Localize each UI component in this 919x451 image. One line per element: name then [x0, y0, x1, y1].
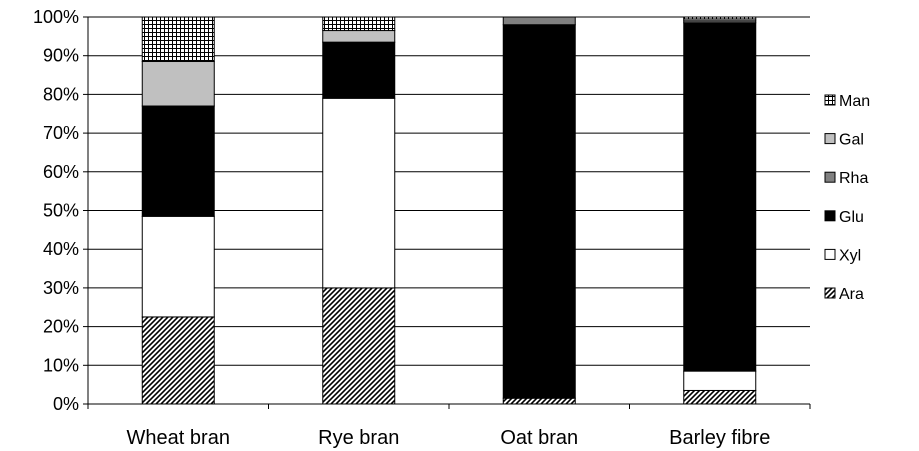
y-tick-label: 100% [33, 7, 79, 27]
y-tick-label: 60% [43, 162, 79, 182]
legend-item-glu: Glu [824, 209, 864, 226]
legend-label: Man [839, 93, 870, 110]
legend-label: Ara [839, 286, 864, 303]
bar-segment-glu [322, 41, 396, 99]
bar-segment-glu [502, 24, 576, 399]
legend-swatch [824, 94, 836, 106]
x-tick-label: Oat bran [500, 427, 578, 449]
y-tick-label: 70% [43, 123, 79, 143]
bar-segment-xyl [141, 215, 215, 318]
legend-item-rha: Rha [824, 170, 868, 187]
legend-item-xyl: Xyl [824, 247, 861, 264]
legend-swatch [824, 248, 836, 260]
y-tick-label: 90% [43, 46, 79, 66]
bars [141, 16, 757, 405]
legend-label: Glu [839, 209, 864, 226]
bar-segment-glu [683, 22, 757, 372]
y-tick-label: 40% [43, 239, 79, 259]
bar-segment-man [322, 16, 396, 32]
bar-segment-xyl [683, 370, 757, 391]
bar-segment-man [683, 16, 757, 20]
x-axis: Wheat bran Rye bran Oat bran Barley fibre [87, 403, 811, 449]
legend-swatch [824, 287, 836, 299]
bar-segment-gal [141, 61, 215, 107]
legend-item-gal: Gal [824, 132, 864, 149]
bar-segment-man [141, 16, 215, 63]
legend-label: Gal [839, 132, 864, 149]
y-tick-label: 30% [43, 278, 79, 298]
legend-item-man: Man [824, 93, 870, 110]
y-tick-label: 80% [43, 84, 79, 104]
bar-segment-ara [322, 287, 396, 405]
bar-segment-gal [322, 30, 396, 43]
y-tick-label: 10% [43, 355, 79, 375]
x-tick-label: Rye bran [318, 427, 399, 449]
x-tick-label: Barley fibre [669, 427, 770, 449]
y-tick-label: 0% [53, 394, 79, 414]
bar-segment-ara [141, 316, 215, 405]
legend-swatch [824, 133, 836, 145]
legend-label: Rha [839, 170, 868, 187]
y-axis: 0% 10% 20% 30% 40% 50% 60% 70% 80% 90% 100% [33, 7, 89, 414]
x-tick-label: Wheat bran [127, 427, 230, 449]
bar-segment-ara [683, 389, 757, 405]
bar-segment-glu [141, 105, 215, 217]
legend-swatch [824, 210, 836, 222]
legend: Man Gal Rha Glu Xyl Ara [824, 93, 870, 303]
bar-segment-rha [502, 16, 576, 26]
bar-segment-xyl [322, 97, 396, 289]
y-tick-label: 50% [43, 201, 79, 221]
legend-swatch [824, 171, 836, 183]
legend-item-ara: Ara [824, 286, 864, 303]
bar-segment-ara [502, 397, 576, 405]
legend-label: Xyl [839, 247, 861, 264]
y-tick-label: 20% [43, 317, 79, 337]
